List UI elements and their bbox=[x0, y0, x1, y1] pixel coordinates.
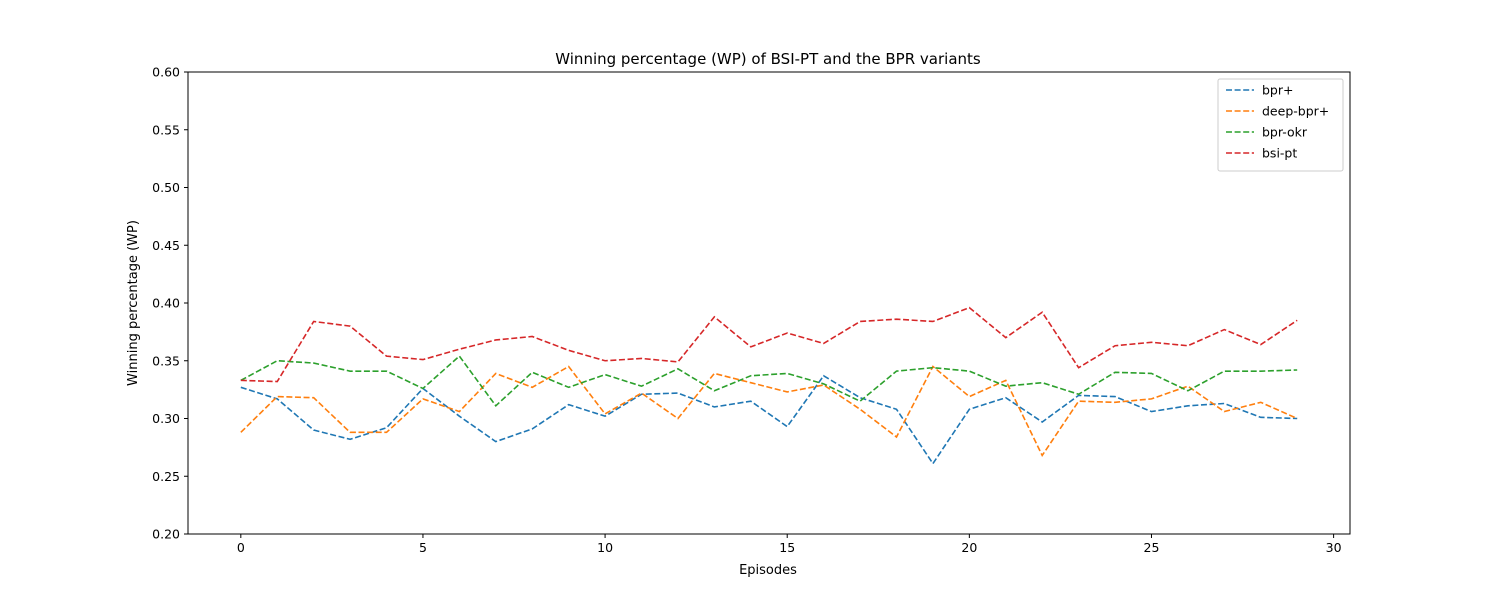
x-tick-label: 30 bbox=[1326, 540, 1342, 555]
legend-label-deep-bpr+: deep-bpr+ bbox=[1262, 104, 1329, 119]
y-tick-label: 0.25 bbox=[152, 469, 180, 484]
legend-label-bpr+: bpr+ bbox=[1262, 83, 1293, 98]
y-axis-label: Winning percentage (WP) bbox=[126, 220, 141, 386]
y-tick-label: 0.45 bbox=[152, 238, 180, 253]
chart-title: Winning percentage (WP) of BSI-PT and th… bbox=[555, 50, 981, 68]
series-line-deep-bpr+ bbox=[240, 365, 1298, 458]
x-axis-label: Episodes bbox=[739, 563, 797, 578]
plot-lines bbox=[240, 306, 1298, 465]
x-tick-label: 20 bbox=[961, 540, 977, 555]
plot-frame bbox=[187, 71, 1351, 535]
y-tick-label: 0.55 bbox=[152, 122, 180, 137]
legend-box bbox=[1217, 78, 1344, 172]
legend-label-bpr-okr: bpr-okr bbox=[1262, 125, 1308, 140]
legend: bpr+ deep-bpr+ bpr-okr bsi-pt bbox=[1217, 78, 1344, 172]
x-tick-label: 10 bbox=[597, 540, 613, 555]
y-axis: 0.20 0.25 0.30 0.35 0.40 0.45 0.50 0.55 0.60 bbox=[152, 65, 188, 542]
x-tick-label: 5 bbox=[419, 540, 427, 555]
x-axis: 0 5 10 15 20 25 30 bbox=[237, 534, 1342, 555]
series-line-bsi-pt bbox=[240, 306, 1298, 383]
y-tick-label: 0.35 bbox=[152, 353, 180, 368]
y-tick-label: 0.40 bbox=[152, 296, 180, 311]
series-line-bpr-okr bbox=[240, 354, 1298, 407]
x-tick-label: 25 bbox=[1144, 540, 1160, 555]
legend-label-bsi-pt: bsi-pt bbox=[1262, 146, 1297, 161]
x-tick-label: 15 bbox=[779, 540, 795, 555]
y-tick-label: 0.30 bbox=[152, 411, 180, 426]
y-tick-label: 0.60 bbox=[152, 65, 180, 80]
x-tick-label: 0 bbox=[237, 540, 245, 555]
y-tick-label: 0.20 bbox=[152, 527, 180, 542]
series-line-bpr+ bbox=[240, 374, 1298, 465]
y-tick-label: 0.50 bbox=[152, 180, 180, 195]
